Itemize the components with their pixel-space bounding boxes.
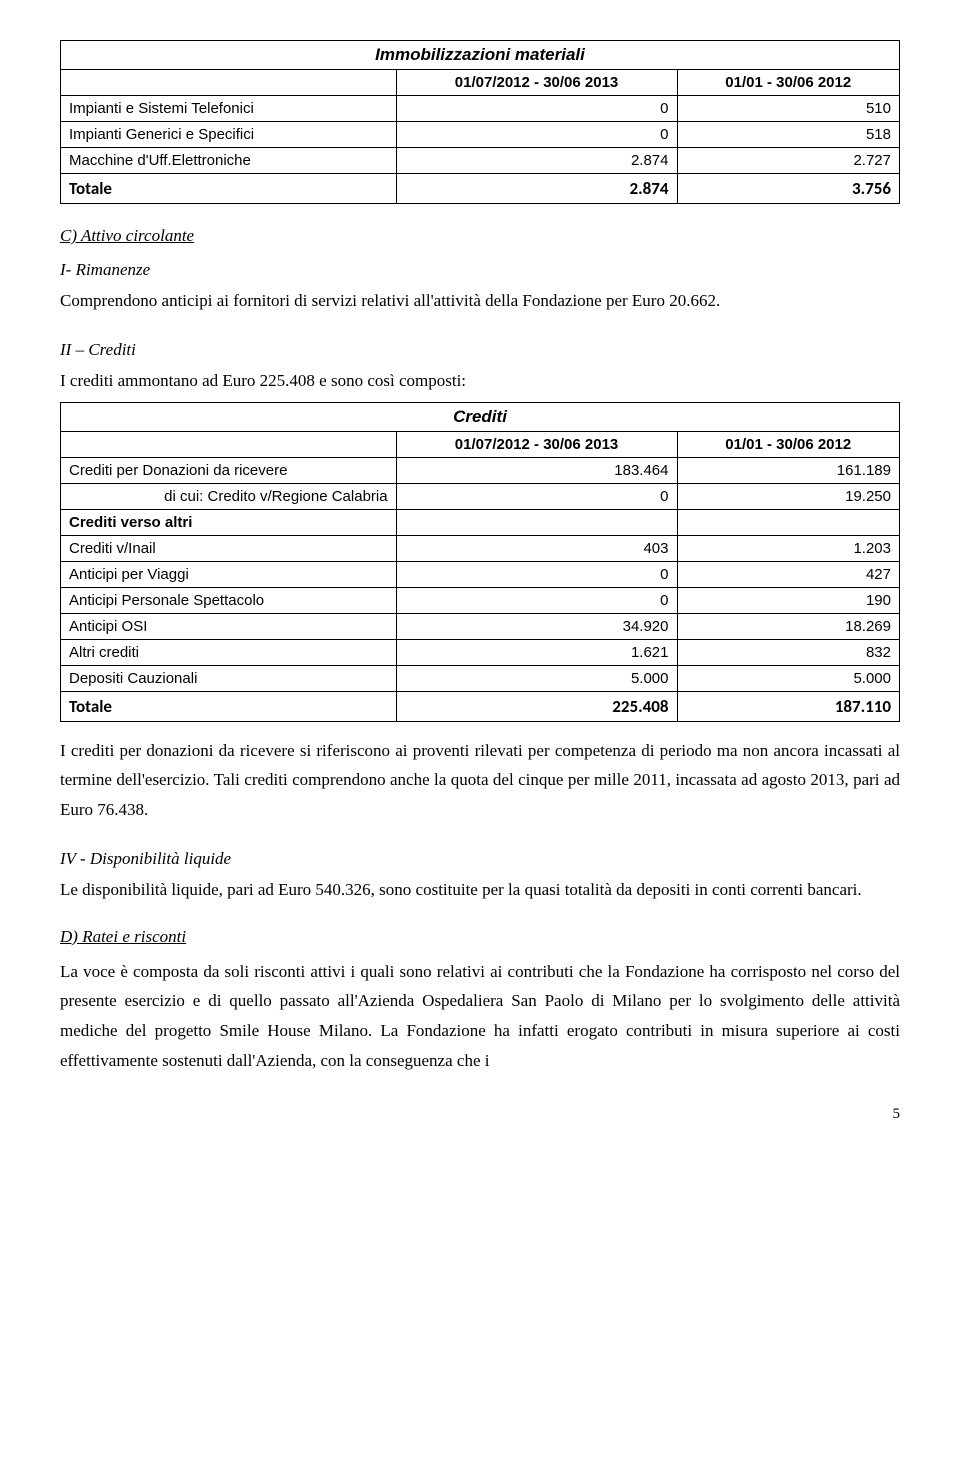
- table-row: Crediti per Donazioni da ricevere 183.46…: [61, 457, 900, 483]
- immobilizzazioni-table: Immobilizzazioni materiali 01/07/2012 - …: [60, 40, 900, 204]
- row-label: Anticipi OSI: [61, 613, 397, 639]
- row-value: [396, 509, 677, 535]
- row-value: [677, 509, 900, 535]
- table-row: Anticipi Personale Spettacolo 0 190: [61, 587, 900, 613]
- row-value: 183.464: [396, 457, 677, 483]
- table-row: Impianti Generici e Specifici 0 518: [61, 122, 900, 148]
- row-label: Anticipi per Viaggi: [61, 561, 397, 587]
- row-value: 5.000: [677, 665, 900, 691]
- table-row: Crediti verso altri: [61, 509, 900, 535]
- row-value: 190: [677, 587, 900, 613]
- page-number: 5: [60, 1106, 900, 1123]
- row-value: 0: [396, 483, 677, 509]
- section-c-heading: C) Attivo circolante: [60, 226, 900, 246]
- table2-title: Crediti: [61, 402, 900, 431]
- table-row: Impianti e Sistemi Telefonici 0 510: [61, 96, 900, 122]
- row-value: 18.269: [677, 613, 900, 639]
- row-value: 0: [396, 122, 677, 148]
- table1-title: Immobilizzazioni materiali: [61, 41, 900, 70]
- table-row: di cui: Credito v/Regione Calabria 0 19.…: [61, 483, 900, 509]
- row-label: Crediti v/Inail: [61, 535, 397, 561]
- row-label: Impianti e Sistemi Telefonici: [61, 96, 397, 122]
- row-value: 427: [677, 561, 900, 587]
- table1-col1-header: 01/07/2012 - 30/06 2013: [396, 70, 677, 96]
- section-iv-para: Le disponibilità liquide, pari ad Euro 5…: [60, 875, 900, 905]
- row-label: Anticipi Personale Spettacolo: [61, 587, 397, 613]
- total-value: 2.874: [396, 174, 677, 204]
- row-label: Crediti per Donazioni da ricevere: [61, 457, 397, 483]
- section-d-para: La voce è composta da soli risconti atti…: [60, 957, 900, 1076]
- row-value: 2.727: [677, 148, 900, 174]
- row-label: Impianti Generici e Specifici: [61, 122, 397, 148]
- total-value: 225.408: [396, 691, 677, 721]
- section-c-para1: Comprendono anticipi ai fornitori di ser…: [60, 286, 900, 316]
- table-row: Crediti v/Inail 403 1.203: [61, 535, 900, 561]
- total-value: 3.756: [677, 174, 900, 204]
- row-value: 161.189: [677, 457, 900, 483]
- row-value: 518: [677, 122, 900, 148]
- table2-col1-header: 01/07/2012 - 30/06 2013: [396, 431, 677, 457]
- para-after-table2: I crediti per donazioni da ricevere si r…: [60, 736, 900, 825]
- section-c-para2: I crediti ammontano ad Euro 225.408 e so…: [60, 366, 900, 396]
- table1-col2-header: 01/01 - 30/06 2012: [677, 70, 900, 96]
- row-value: 5.000: [396, 665, 677, 691]
- row-value: 0: [396, 587, 677, 613]
- row-value: 0: [396, 561, 677, 587]
- table1-total-row: Totale 2.874 3.756: [61, 174, 900, 204]
- table2-col2-header: 01/01 - 30/06 2012: [677, 431, 900, 457]
- row-label: Altri crediti: [61, 639, 397, 665]
- table2-empty-header: [61, 431, 397, 457]
- row-label: Depositi Cauzionali: [61, 665, 397, 691]
- row-value: 2.874: [396, 148, 677, 174]
- table2-total-row: Totale 225.408 187.110: [61, 691, 900, 721]
- total-value: 187.110: [677, 691, 900, 721]
- row-value: 1.621: [396, 639, 677, 665]
- row-value: 0: [396, 96, 677, 122]
- table-row: Anticipi per Viaggi 0 427: [61, 561, 900, 587]
- row-label: Macchine d'Uff.Elettroniche: [61, 148, 397, 174]
- section-c-sub1: I- Rimanenze: [60, 260, 900, 280]
- crediti-table: Crediti 01/07/2012 - 30/06 2013 01/01 - …: [60, 402, 900, 722]
- section-d-heading: D) Ratei e risconti: [60, 927, 900, 947]
- table1-empty-header: [61, 70, 397, 96]
- section-iv-heading: IV - Disponibilità liquide: [60, 849, 900, 869]
- row-value: 510: [677, 96, 900, 122]
- row-label: Crediti verso altri: [61, 509, 397, 535]
- table-row: Anticipi OSI 34.920 18.269: [61, 613, 900, 639]
- row-label: di cui: Credito v/Regione Calabria: [61, 483, 397, 509]
- table-row: Depositi Cauzionali 5.000 5.000: [61, 665, 900, 691]
- total-label: Totale: [61, 691, 397, 721]
- table-row: Altri crediti 1.621 832: [61, 639, 900, 665]
- row-value: 832: [677, 639, 900, 665]
- table-row: Macchine d'Uff.Elettroniche 2.874 2.727: [61, 148, 900, 174]
- row-value: 1.203: [677, 535, 900, 561]
- section-c-sub2: II – Crediti: [60, 340, 900, 360]
- row-value: 34.920: [396, 613, 677, 639]
- row-value: 19.250: [677, 483, 900, 509]
- row-value: 403: [396, 535, 677, 561]
- total-label: Totale: [61, 174, 397, 204]
